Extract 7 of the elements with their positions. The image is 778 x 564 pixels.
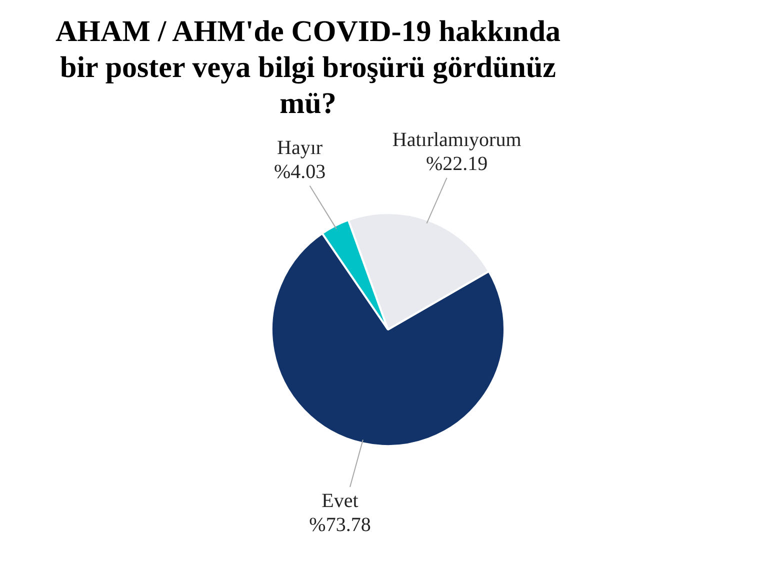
chart-title: AHAM / AHM'de COVID-19 hakkında bir poster veya bilgi broşürü gördünüz mü? <box>54 14 562 122</box>
slice-label: Hayır <box>277 136 323 159</box>
data-label: %73.78 <box>309 514 371 536</box>
slice-label: Hatırlamıyorum <box>392 128 522 151</box>
data-label: %4.03 <box>274 160 326 183</box>
slice-label: Evet <box>322 490 359 512</box>
data-label: %22.19 <box>426 152 488 175</box>
